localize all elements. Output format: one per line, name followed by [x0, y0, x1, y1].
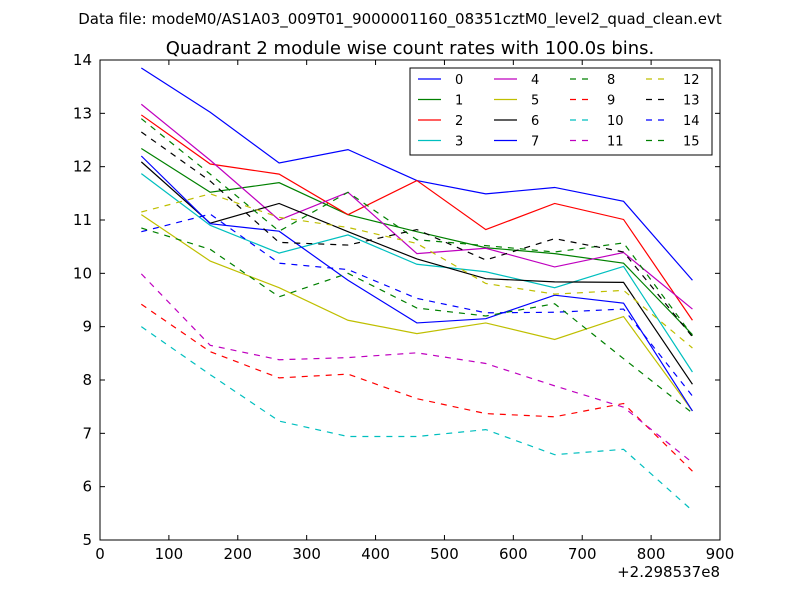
- x-tick-label-3: 300: [292, 545, 321, 563]
- x-tick-label-2: 200: [223, 545, 252, 563]
- series-line-13: [140, 131, 693, 338]
- x-tick-label-9: 900: [706, 545, 735, 563]
- legend-label-8: 8: [607, 73, 615, 88]
- y-tick-label-0: 5: [82, 531, 92, 549]
- legend-label-7: 7: [531, 135, 539, 150]
- y-tick-label-1: 6: [82, 478, 92, 496]
- x-tick-label-8: 800: [637, 545, 666, 563]
- ticks-layer: 0 100 200 300 400 500 600 700 800 900567891011121…: [73, 51, 734, 563]
- y-tick-label-2: 7: [82, 424, 92, 442]
- x-tick-label-1: 100: [155, 545, 184, 563]
- plot-frame: [99, 59, 721, 541]
- x-tick-label-4: 400: [361, 545, 390, 563]
- legend-label-4: 4: [531, 73, 539, 88]
- y-tick-label-9: 14: [73, 51, 92, 69]
- legend-label-1: 1: [455, 94, 463, 109]
- legend-label-3: 3: [455, 135, 463, 150]
- x-tick-label-6: 600: [499, 545, 528, 563]
- y-tick-label-4: 9: [82, 318, 92, 336]
- series-line-5: [140, 214, 693, 412]
- series-line-15: [141, 227, 693, 414]
- legend-label-13: 13: [683, 94, 700, 109]
- series-line-1: [141, 148, 693, 336]
- x-tick-label-0: 0: [95, 545, 105, 563]
- series-line-9: [140, 303, 693, 472]
- legend-label-12: 12: [683, 73, 700, 88]
- series-layer: [140, 67, 693, 512]
- legend-label-10: 10: [607, 114, 624, 129]
- legend-label-15: 15: [683, 135, 700, 150]
- legend-label-9: 9: [607, 94, 615, 109]
- series-line-11: [140, 273, 693, 464]
- y-tick-label-5: 10: [73, 264, 92, 282]
- series-line-7: [140, 155, 693, 412]
- series-line-2: [140, 114, 693, 321]
- series-line-6: [140, 161, 693, 385]
- series-line-10: [140, 326, 693, 512]
- x-tick-label-7: 700: [568, 545, 597, 563]
- legend-label-6: 6: [531, 114, 539, 129]
- y-tick-label-3: 8: [82, 371, 92, 389]
- legend-label-11: 11: [607, 135, 624, 150]
- legend-label-5: 5: [531, 94, 539, 109]
- chart-suptitle: Data file: modeM0/AS1A03_009T01_90000011…: [78, 10, 722, 29]
- chart-title: Quadrant 2 module wise count rates with …: [166, 38, 655, 59]
- legend-label-0: 0: [455, 73, 463, 88]
- series-line-3: [140, 173, 693, 373]
- y-tick-label-6: 11: [73, 211, 92, 229]
- series-line-8: [140, 118, 693, 337]
- legend-label-2: 2: [455, 114, 463, 129]
- y-tick-label-7: 12: [73, 158, 92, 176]
- legend-label-14: 14: [683, 114, 700, 129]
- y-tick-label-8: 13: [73, 104, 92, 122]
- x-tick-label-5: 500: [430, 545, 459, 563]
- x-offset-label: +2.298537e8: [617, 563, 720, 581]
- series-line-4: [140, 103, 693, 310]
- series-line-14: [141, 213, 693, 397]
